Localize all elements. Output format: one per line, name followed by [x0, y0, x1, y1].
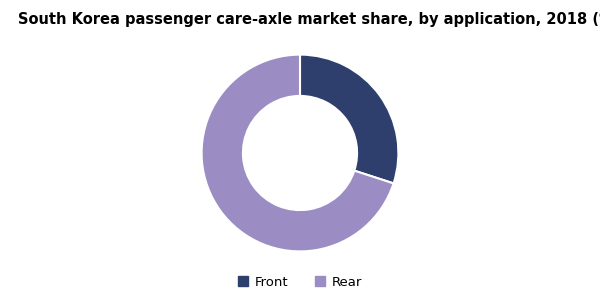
Wedge shape: [300, 55, 398, 183]
Text: South Korea passenger care-axle market share, by application, 2018 (%): South Korea passenger care-axle market s…: [18, 12, 600, 27]
Wedge shape: [202, 55, 394, 251]
Legend: Front, Rear: Front, Rear: [232, 270, 368, 294]
